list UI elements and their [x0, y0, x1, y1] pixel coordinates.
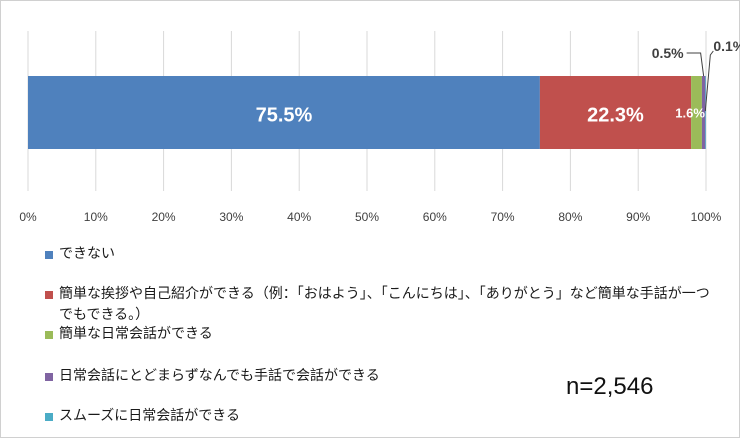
x-tick-label: 30% [219, 210, 243, 224]
legend-swatch [45, 373, 53, 381]
legend-label: スムーズに日常会話ができる [59, 408, 241, 424]
x-tick-label: 10% [84, 210, 108, 224]
legend-swatch [45, 331, 53, 339]
legend-item-3: 日常会話にとどまらずなんでも手話で会話ができる [45, 366, 545, 388]
legend-label: できない [59, 246, 115, 262]
bar-segment [28, 76, 540, 149]
leader-line [686, 52, 705, 77]
x-tick-label: 100% [691, 210, 722, 224]
x-tick-label: 80% [558, 210, 582, 224]
x-tick-label: 60% [423, 210, 447, 224]
legend-swatch [45, 413, 53, 421]
chart-plot: 0% 10% 20% 30% 40% 50% 60% 70% 80% 90% 100% 75.5% 22… [19, 31, 740, 224]
x-tick-label: 20% [152, 210, 176, 224]
data-label: 1.6% [675, 106, 705, 121]
legend-item-4: スムーズに日常会話ができる [45, 406, 545, 428]
bar-segment [539, 76, 692, 149]
leader-line [704, 50, 714, 112]
x-tick-label: 90% [626, 210, 650, 224]
legend-label: 簡単な挨拶や自己紹介ができる（例：「おはよう」、「こんにちは」、「ありがとう」な… [59, 286, 710, 323]
data-label: 22.3% [587, 105, 644, 127]
x-tick-label: 40% [287, 210, 311, 224]
x-tick-label: 70% [491, 210, 515, 224]
legend-swatch [45, 291, 53, 299]
sample-size-label: n=2,546 [566, 373, 654, 400]
bar-segment [691, 76, 702, 149]
legend-swatch [45, 251, 53, 259]
bar-segment [701, 76, 706, 149]
x-tick-label: 0% [19, 210, 37, 224]
x-tick-label: 50% [355, 210, 379, 224]
data-label: 0.1% [713, 38, 740, 54]
data-label: 0.5% [652, 45, 684, 61]
legend-item-0: できない [45, 244, 725, 266]
legend-item-2: 簡単な日常会話ができる [45, 324, 725, 346]
data-label: 75.5% [256, 105, 313, 127]
legend-label: 簡単な日常会話ができる [59, 326, 213, 342]
bar-segment [705, 76, 706, 149]
legend-item-1: 簡単な挨拶や自己紹介ができる（例：「おはよう」、「こんにちは」、「ありがとう」な… [45, 284, 725, 328]
legend-label: 日常会話にとどまらずなんでも手話で会話ができる [59, 368, 380, 384]
